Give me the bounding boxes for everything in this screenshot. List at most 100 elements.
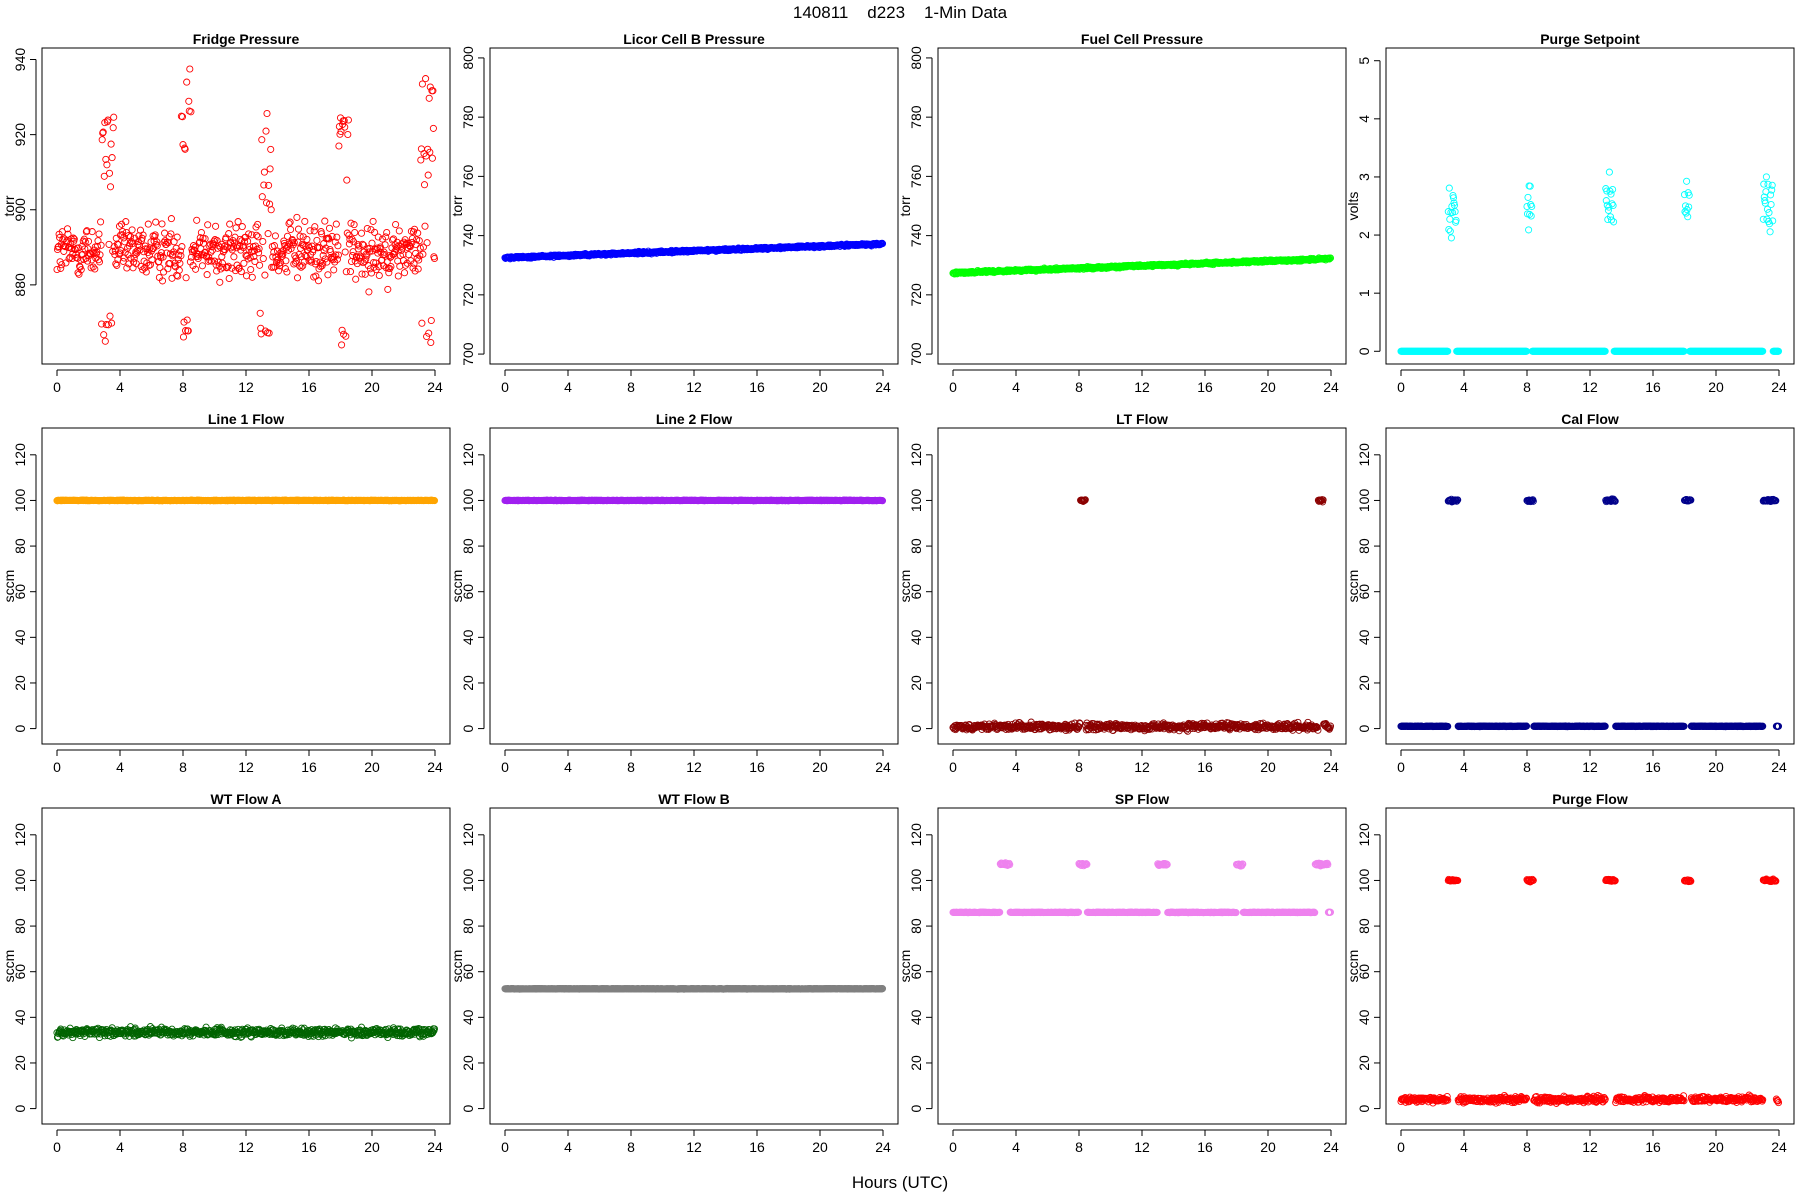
data-point [148, 256, 156, 264]
data-point [430, 254, 439, 263]
data-point [337, 127, 345, 136]
x-tick-label: 8 [179, 379, 187, 395]
data-point [64, 230, 72, 238]
data-point [170, 248, 178, 256]
x-tick-label: 0 [949, 379, 957, 395]
data-point [387, 262, 395, 271]
x-tick-label: 4 [564, 379, 572, 395]
data-point [266, 165, 274, 173]
y-axis-label: torr [449, 195, 465, 216]
data-point [416, 244, 424, 252]
x-tick-label: 24 [875, 379, 891, 395]
y-tick-label: 1 [1356, 289, 1372, 297]
data-point [210, 237, 218, 245]
data-point [351, 228, 359, 237]
data-point [375, 263, 383, 271]
data-point [1767, 200, 1775, 209]
data-point [354, 245, 362, 253]
data-point [263, 109, 271, 118]
data-point [408, 234, 416, 243]
data-point [158, 277, 167, 285]
plot-frame [1385, 47, 1795, 365]
data-point [218, 259, 226, 267]
data-point [290, 238, 298, 247]
x-tick-label: 0 [501, 759, 509, 775]
y-tick-label: 40 [12, 629, 28, 645]
data-point [142, 268, 150, 276]
y-tick-label: 720 [908, 283, 924, 307]
y-tick-label: 700 [460, 342, 476, 366]
data-point [252, 231, 261, 239]
data-point [193, 216, 201, 224]
x-tick-label: 12 [686, 759, 702, 775]
data-point [255, 245, 263, 253]
data-point [214, 258, 222, 266]
data-point [121, 238, 129, 246]
data-point [344, 130, 352, 139]
data-point [97, 241, 105, 249]
data-point [1609, 201, 1617, 210]
data-point [345, 231, 353, 239]
y-tick-label: 920 [12, 123, 28, 147]
data-point [179, 333, 188, 341]
data-point [152, 218, 160, 226]
data-point [299, 233, 307, 241]
data-point [303, 235, 311, 243]
x-axis: 0 4 8 12 16 20 24 [501, 369, 891, 395]
data-point [371, 228, 379, 236]
data-point [289, 237, 297, 245]
data-point [301, 217, 309, 225]
data-point [260, 181, 268, 189]
data-point [265, 181, 273, 189]
data-point [68, 254, 76, 263]
y-tick-label: 120 [460, 443, 476, 467]
data-point [106, 183, 115, 191]
y-tick-label: 40 [460, 629, 476, 645]
y-tick-label: 4 [1356, 115, 1372, 123]
data-point [1524, 193, 1532, 201]
y-tick-label: 100 [12, 489, 28, 513]
data-point [275, 267, 283, 275]
data-point [267, 206, 275, 214]
x-tick-label: 8 [627, 379, 635, 395]
data-point [77, 266, 85, 274]
x-tick-label: 16 [749, 759, 765, 775]
data-point [230, 253, 238, 261]
data-point [1445, 225, 1453, 234]
data-point [267, 145, 275, 153]
data-point [400, 269, 409, 277]
x-axis: 0 4 8 12 16 20 24 [1397, 369, 1787, 395]
data-point [324, 271, 332, 279]
data-point [179, 141, 187, 149]
data-point [96, 251, 104, 259]
data-point [98, 136, 106, 144]
data-point [283, 268, 291, 276]
data-point [258, 193, 266, 201]
data-point [1447, 234, 1455, 242]
data-point [178, 243, 186, 251]
data-point [334, 242, 342, 250]
data-point [405, 251, 413, 259]
data-point [296, 262, 304, 270]
data-point [395, 227, 403, 235]
data-point [207, 248, 215, 256]
data-point [1683, 177, 1691, 185]
data-point [137, 262, 145, 270]
data-point [334, 251, 342, 259]
y-tick-label: 760 [460, 164, 476, 188]
data-point [276, 262, 284, 270]
data-point [344, 116, 352, 124]
data-point [69, 234, 77, 242]
data-point [429, 124, 437, 132]
data-point [328, 232, 336, 240]
data-point [1528, 202, 1536, 211]
x-tick-label: 4 [1012, 379, 1020, 395]
data-point [65, 255, 73, 263]
data-point [415, 256, 423, 264]
data-point [88, 256, 96, 264]
data-point [286, 218, 294, 226]
data-point [422, 75, 430, 83]
data-point [262, 127, 270, 135]
